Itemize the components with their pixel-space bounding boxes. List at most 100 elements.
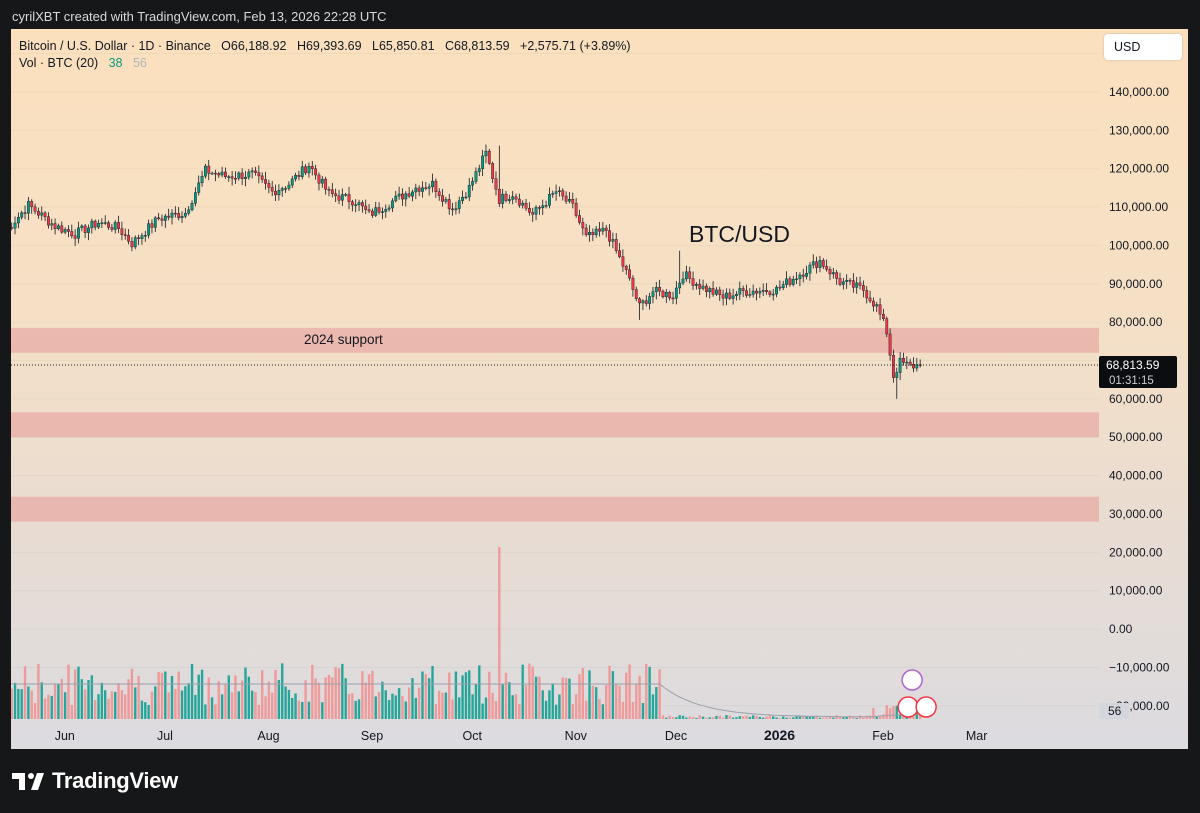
volume-bar bbox=[748, 716, 752, 719]
volume-bar bbox=[698, 715, 701, 719]
volume-bar bbox=[571, 703, 574, 719]
candle-body bbox=[67, 229, 70, 232]
candle-body bbox=[13, 222, 17, 229]
candle-body bbox=[664, 292, 668, 298]
price-tick-label: 100,000.00 bbox=[1109, 238, 1169, 252]
time-tick-label: Nov bbox=[565, 729, 588, 743]
candle-body bbox=[487, 150, 491, 164]
time-tick-label: Aug bbox=[257, 729, 279, 743]
candle-body bbox=[421, 187, 424, 192]
price-tick-label: 110,000.00 bbox=[1109, 200, 1168, 214]
price-chart[interactable]: 2024 supportBTC/USD68,813.5901:31:15150,… bbox=[11, 29, 1188, 749]
flag-marker-icon bbox=[915, 696, 937, 718]
volume-bar bbox=[337, 668, 341, 719]
volume-bar bbox=[574, 694, 578, 719]
volume-bar bbox=[110, 691, 114, 719]
volume-bar bbox=[788, 717, 792, 719]
candle-body bbox=[581, 222, 585, 229]
volume-bar bbox=[170, 675, 174, 719]
volume-bar bbox=[588, 670, 591, 719]
candle-body bbox=[905, 361, 909, 364]
volume-bar bbox=[220, 694, 224, 719]
candle-body bbox=[374, 207, 378, 216]
volume-bar bbox=[818, 717, 822, 719]
volume-bar bbox=[508, 682, 511, 719]
candle-body bbox=[892, 355, 895, 378]
tradingview-wordmark: TradingView bbox=[52, 768, 178, 793]
zone-band bbox=[11, 412, 1099, 438]
candle-body bbox=[668, 292, 672, 299]
volume-bar bbox=[281, 663, 284, 719]
volume-bar bbox=[43, 698, 47, 719]
candle-body bbox=[705, 285, 708, 293]
candle-body bbox=[808, 264, 812, 274]
candle-body bbox=[193, 192, 197, 204]
candle-body bbox=[11, 227, 14, 229]
candle-body bbox=[227, 176, 231, 178]
volume-bar bbox=[37, 663, 40, 719]
zone-band bbox=[11, 327, 1099, 353]
candle-body bbox=[825, 266, 829, 270]
volume-bar bbox=[875, 716, 878, 719]
volume-bar bbox=[441, 692, 444, 719]
candle-body bbox=[290, 178, 294, 186]
event-marker-icon bbox=[901, 669, 923, 691]
candle-body bbox=[634, 289, 638, 299]
last-price-label: 68,813.59 bbox=[1106, 358, 1160, 372]
candle-body bbox=[698, 284, 702, 289]
candle-body bbox=[514, 196, 518, 200]
price-tick-label: 120,000.00 bbox=[1109, 162, 1169, 176]
volume-bar bbox=[521, 664, 524, 719]
candle-body bbox=[347, 194, 351, 202]
candle-body bbox=[805, 273, 809, 277]
chart-pane[interactable]: 2024 supportBTC/USD68,813.5901:31:15150,… bbox=[11, 29, 1188, 749]
volume-bar bbox=[427, 678, 431, 719]
symbol-label[interactable]: Bitcoin / U.S. Dollar · 1D · Binance bbox=[19, 39, 211, 53]
candle-body bbox=[708, 288, 712, 293]
currency-button[interactable]: USD bbox=[1104, 34, 1182, 60]
volume-bar bbox=[107, 698, 110, 719]
volume-bar bbox=[488, 671, 491, 719]
candle-body bbox=[127, 235, 130, 242]
candle-body bbox=[484, 150, 488, 157]
candle-body bbox=[895, 372, 899, 378]
candle-body bbox=[711, 288, 715, 295]
volume-bar bbox=[845, 716, 848, 719]
volume-label[interactable]: Vol · BTC (20) bbox=[19, 56, 99, 70]
volume-bar bbox=[731, 717, 735, 719]
volume-bar bbox=[451, 699, 454, 719]
volume-bar bbox=[468, 670, 471, 719]
volume-bar bbox=[558, 694, 561, 719]
flag-marker-icon bbox=[897, 696, 919, 718]
candle-body bbox=[654, 286, 658, 292]
candle-body bbox=[471, 181, 474, 186]
volume-bar bbox=[414, 697, 418, 719]
candle-body bbox=[70, 231, 74, 237]
volume-bar bbox=[87, 679, 90, 719]
volume-bar bbox=[244, 667, 247, 719]
candle-body bbox=[457, 200, 461, 209]
volume-bar bbox=[721, 717, 725, 719]
candle-body bbox=[307, 166, 311, 174]
volume-bar bbox=[594, 687, 598, 719]
volume-bar bbox=[735, 717, 738, 719]
chart-title: BTC/USD bbox=[689, 221, 790, 247]
candle-body bbox=[407, 193, 411, 197]
volume-bar bbox=[454, 671, 458, 719]
volume-bar bbox=[230, 692, 234, 719]
volume-bar bbox=[324, 677, 327, 719]
candle-body bbox=[217, 173, 221, 176]
candle-body bbox=[818, 260, 822, 268]
candle-body bbox=[684, 271, 688, 280]
candle-body bbox=[207, 165, 211, 174]
volume-bar bbox=[912, 716, 915, 719]
volume-bar bbox=[150, 691, 154, 719]
volume-bar bbox=[478, 665, 481, 719]
time-tick-label: Dec bbox=[665, 729, 687, 743]
candle-body bbox=[811, 261, 815, 266]
candle-body bbox=[801, 274, 805, 277]
volume-bar bbox=[561, 677, 564, 719]
volume-bar bbox=[341, 663, 344, 719]
candle-body bbox=[100, 222, 104, 225]
candle-body bbox=[53, 223, 57, 230]
